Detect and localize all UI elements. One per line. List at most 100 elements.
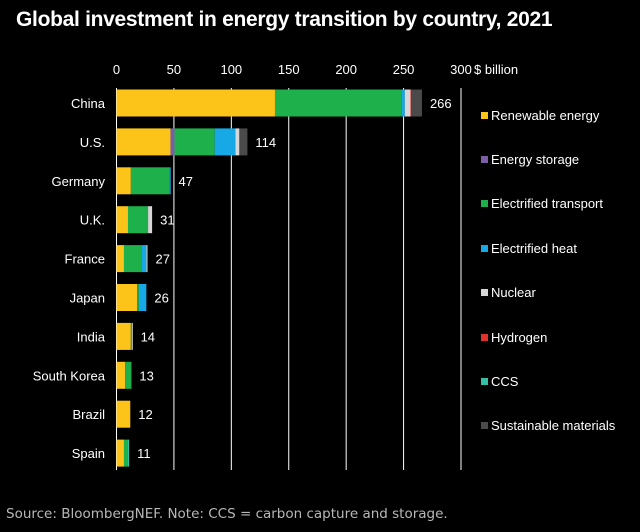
bar-segment-renewable-energy	[116, 167, 131, 195]
total-value-label: 11	[137, 446, 151, 461]
total-value-label: 14	[141, 329, 155, 344]
legend-item: Electrified heat	[481, 240, 577, 256]
bar-segment-renewable-energy	[116, 245, 124, 273]
bar-segment-electrified-transport	[130, 322, 133, 350]
chart-title: Global investment in energy transition b…	[16, 8, 553, 31]
legend-label: Renewable energy	[491, 107, 600, 123]
legend-label: Energy storage	[491, 151, 580, 167]
bar-segment-nuclear	[235, 128, 240, 156]
bar-segment-electrified-transport	[123, 439, 128, 467]
bar-segment-sustainable-materials	[411, 89, 422, 117]
total-value-label: 114	[255, 135, 276, 150]
bars	[116, 89, 422, 467]
bar-segment-ccs	[146, 245, 148, 273]
legend-swatch	[481, 155, 488, 163]
y-category-label: France	[65, 252, 105, 267]
chart-area: 0 50 100 150 200 250 300 $ billion China U.S. Ger…	[33, 62, 518, 470]
bar-segment-electrified-transport	[123, 245, 142, 273]
y-category-label: China	[71, 96, 106, 111]
bar-group-china	[116, 89, 422, 117]
legend-label: Electrified transport	[491, 196, 603, 212]
bar-segment-sustainable-materials	[239, 128, 248, 156]
legend-label: Electrified heat	[491, 240, 577, 256]
bar-segment-electrified-transport	[174, 128, 215, 156]
bar-group-germany	[116, 167, 171, 195]
legend-swatch	[481, 377, 488, 385]
bar-segment-nuclear	[404, 89, 411, 117]
legend-swatch	[481, 111, 488, 119]
bar-segment-renewable-energy	[116, 206, 128, 234]
y-category-label: Japan	[70, 291, 105, 306]
legend-swatch	[481, 422, 488, 430]
total-value-label: 13	[139, 368, 153, 383]
legend-item: Hydrogen	[481, 329, 547, 345]
bar-group-south-korea	[116, 361, 132, 389]
legend-item: Nuclear	[481, 285, 536, 301]
bar-segment-renewable-energy	[116, 322, 131, 350]
y-category-label: South Korea	[33, 368, 106, 383]
legend-label: Sustainable materials	[491, 418, 616, 434]
legend-label: CCS	[491, 373, 519, 389]
bar-segment-renewable-energy	[116, 439, 124, 467]
bar-group-france	[116, 245, 148, 273]
legend-item: Energy storage	[481, 151, 579, 167]
total-value-label: 26	[154, 291, 168, 306]
legend-label: Hydrogen	[491, 329, 548, 345]
y-axis-labels: China U.S. Germany U.K. France Japan India Sout…	[33, 96, 106, 461]
legend-swatch	[481, 289, 488, 297]
bar-segment-electrified-transport	[274, 89, 402, 117]
bar-segment-electrified-heat	[141, 245, 147, 273]
x-tick-label: 0	[113, 62, 120, 77]
bar-segment-nuclear	[132, 322, 133, 350]
bar-segment-electrified-heat	[401, 89, 405, 117]
bar-segment-electrified-heat	[214, 128, 236, 156]
bar-group-japan	[116, 284, 147, 311]
bar-segment-energy-storage	[170, 128, 175, 156]
bar-group-u-k	[116, 206, 153, 234]
total-value-label: 12	[138, 407, 152, 422]
x-tick-label: 300	[450, 62, 472, 77]
legend-swatch	[481, 200, 488, 208]
y-category-label: Spain	[72, 446, 105, 461]
bar-segment-electrified-heat	[169, 167, 171, 195]
legend-item: Electrified transport	[481, 196, 603, 212]
bar-group-spain	[116, 439, 130, 467]
bar-segment-renewable-energy	[116, 361, 126, 389]
x-tick-label: 250	[393, 62, 415, 77]
bar-segment-renewable-energy	[116, 400, 131, 428]
legend-label: Nuclear	[491, 285, 536, 301]
bar-segment-electrified-transport	[137, 284, 139, 311]
x-tick-label: 50	[167, 62, 181, 77]
total-value-label: 47	[178, 174, 192, 189]
bar-segment-hydrogen	[410, 89, 412, 117]
legend-item: Sustainable materials	[481, 418, 615, 434]
total-labels: 266 114 47 31 27 26 14 13 12 11	[137, 96, 452, 461]
x-tick-label: 200	[335, 62, 357, 77]
bar-segment-renewable-energy	[116, 128, 171, 156]
legend-swatch	[481, 333, 488, 341]
y-category-label: India	[77, 329, 106, 344]
x-axis-ticks: 0 50 100 150 200 250 300 $ billion	[113, 62, 518, 77]
legend-item: CCS	[481, 373, 518, 389]
total-value-label: 27	[156, 252, 170, 267]
total-value-label: 31	[160, 213, 174, 228]
legend-swatch	[481, 244, 488, 252]
x-axis-unit-label: $ billion	[474, 62, 518, 77]
bar-segment-renewable-energy	[116, 284, 138, 311]
bar-segment-nuclear	[148, 206, 153, 234]
bar-group-india	[116, 322, 133, 350]
total-value-label: 266	[430, 96, 452, 111]
bar-segment-ccs	[127, 439, 130, 467]
bar-group-u-s	[116, 128, 248, 156]
bar-segment-electrified-transport	[125, 361, 132, 389]
x-tick-label: 150	[278, 62, 300, 77]
bar-segment-nuclear	[146, 245, 148, 273]
legend-item: Renewable energy	[481, 107, 599, 123]
y-category-label: U.K.	[80, 213, 105, 228]
bar-group-brazil	[116, 400, 131, 428]
bar-segment-renewable-energy	[116, 89, 275, 117]
x-tick-label: 100	[220, 62, 242, 77]
y-category-label: Brazil	[72, 407, 105, 422]
bar-segment-electrified-transport	[127, 206, 149, 234]
y-category-label: Germany	[52, 174, 106, 189]
